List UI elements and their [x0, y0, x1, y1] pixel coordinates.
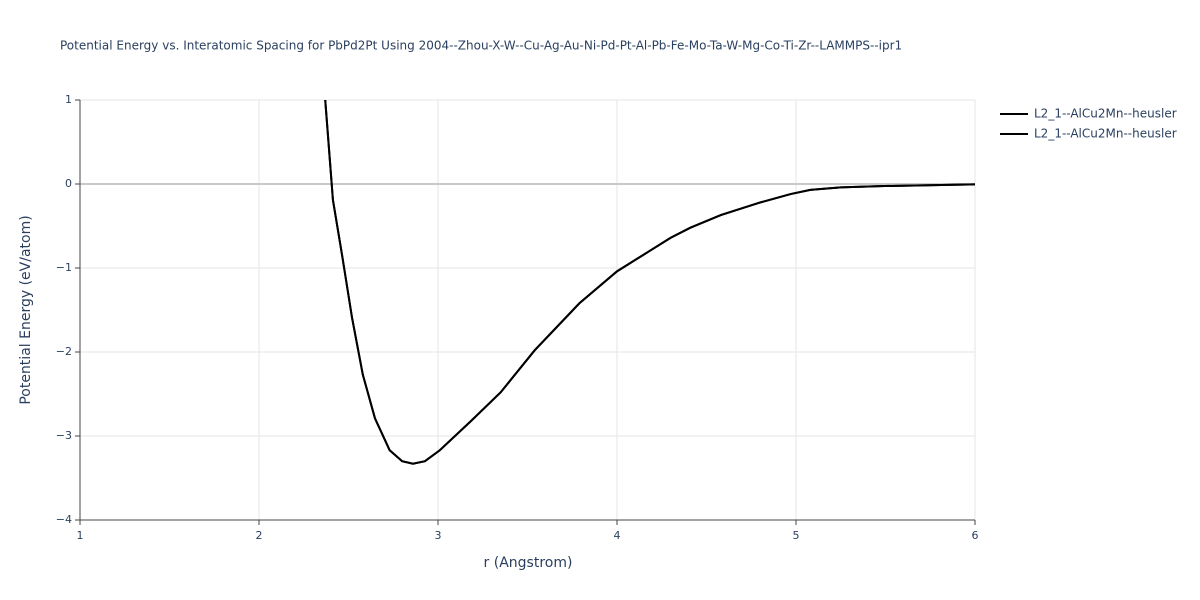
x-tick-label: 5 — [793, 529, 800, 542]
y-tick-label: 1 — [65, 93, 72, 106]
y-tick-label: 0 — [65, 177, 72, 190]
chart-title: Potential Energy vs. Interatomic Spacing… — [60, 39, 902, 53]
x-tick-label: 4 — [614, 529, 621, 542]
y-tick-label: −4 — [56, 513, 72, 526]
y-tick-label: −1 — [56, 261, 72, 274]
x-tick-label: 6 — [972, 529, 979, 542]
line-series — [324, 100, 975, 465]
line-series — [324, 100, 975, 465]
x-tick-label: 3 — [435, 529, 442, 542]
legend-label: L2_1--AlCu2Mn--heusler — [1034, 127, 1177, 141]
y-tick-label: −2 — [56, 345, 72, 358]
y-axis-label: Potential Energy (eV/atom) — [18, 215, 34, 404]
legend-label: L2_1--AlCu2Mn--heusler — [1034, 107, 1177, 121]
x-tick-label: 2 — [256, 529, 263, 542]
x-axis-label: r (Angstrom) — [484, 555, 573, 571]
y-tick-label: −3 — [56, 429, 72, 442]
x-tick-label: 1 — [77, 529, 84, 542]
